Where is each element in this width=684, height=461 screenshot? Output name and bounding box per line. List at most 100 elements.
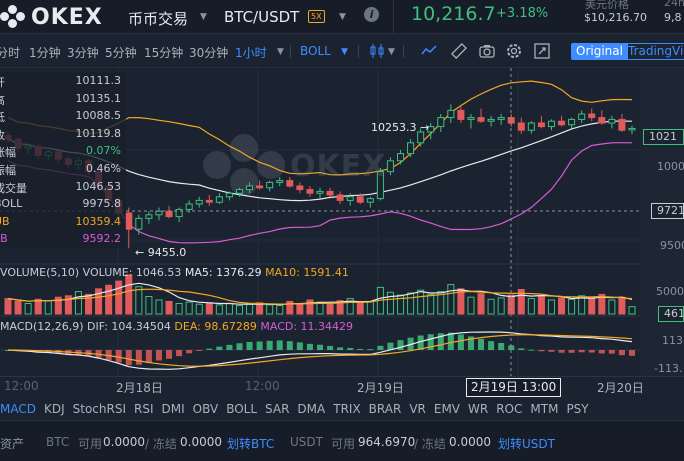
kline-chart[interactable] [0, 68, 684, 376]
volume-bar [165, 300, 173, 315]
time-axis: 12:00 2月18日 12:00 2月19日 2月20日 2月19日 13:0… [0, 376, 684, 398]
macd-histogram-bar [226, 344, 233, 350]
indicator-tab[interactable]: BRAR [368, 402, 402, 416]
ohlc-key: BOLL [0, 197, 23, 211]
volume-bar [14, 300, 22, 315]
pair-selector[interactable]: BTC/USDT [224, 8, 300, 26]
candles [4, 104, 636, 249]
ohlc-row: UB 10359.4 [0, 213, 126, 231]
interval-1m[interactable]: 1分钟 [29, 46, 61, 60]
macd-histogram-bar [628, 350, 636, 356]
interval-15m[interactable]: 15分钟 [144, 46, 184, 60]
macd-histogram-bar [437, 333, 444, 350]
interval-1h[interactable]: 1小时 [235, 46, 267, 60]
chart-type-dropdown-icon[interactable]: ▼ [388, 47, 395, 57]
indicator-tab[interactable]: MACD [0, 402, 36, 416]
indicator-dropdown-icon[interactable]: ▼ [341, 47, 348, 57]
indicator-tab[interactable]: DMA [297, 402, 326, 416]
macd-histogram-bar [397, 340, 404, 350]
ohlc-value: 9975.8 [82, 197, 122, 211]
macd-histogram-bar [286, 341, 293, 350]
transfer-usdt-link[interactable]: 划转USDT [498, 437, 555, 451]
indicator-tab[interactable]: SAR [265, 402, 290, 416]
candle-body [457, 109, 465, 120]
interval-tick[interactable]: 分时 [0, 46, 21, 60]
volume-legend-title: VOLUME(5,10) [0, 266, 80, 279]
ohlc-row: 成交量 1046.53 [0, 178, 126, 196]
okex-logo[interactable]: OKEX [0, 0, 103, 34]
candle-body [135, 217, 143, 230]
usdt-available-label: 可用 [331, 437, 356, 451]
macd-histogram-bar [135, 350, 142, 365]
indicator-tab[interactable]: KDJ [43, 402, 65, 416]
volume-bar [517, 289, 525, 315]
macd-histogram-bar [467, 336, 474, 350]
ruler-icon[interactable] [450, 42, 468, 60]
interval-5m[interactable]: 5分钟 [105, 46, 137, 60]
view-tradingview-button[interactable]: TradingView [624, 43, 684, 60]
candlestick-type-icon[interactable] [368, 42, 386, 60]
indicator-tab[interactable]: VR [409, 402, 426, 416]
macd-histogram-bar [276, 340, 283, 350]
candle-body [417, 131, 425, 144]
indicator-tab[interactable]: RSI [134, 402, 154, 416]
candle-body [396, 153, 405, 162]
volume-bar [276, 305, 284, 315]
candle-body [386, 160, 394, 173]
candle-body [125, 212, 133, 230]
indicator-tab[interactable]: DMI [161, 402, 185, 416]
candle-body [205, 199, 213, 203]
interval-dropdown-icon[interactable]: ▼ [277, 47, 284, 57]
macd-histogram-bar [387, 342, 394, 350]
candle-body [568, 118, 576, 126]
fullscreen-icon[interactable] [533, 42, 551, 60]
indicator-tab[interactable]: StochRSI [72, 402, 127, 416]
interval-3m[interactable]: 3分钟 [67, 46, 99, 60]
macd-histogram-bar [618, 350, 625, 356]
macd-histogram-bar [498, 342, 505, 350]
candle-body [336, 194, 344, 201]
indicator-tab[interactable]: ROC [496, 402, 523, 416]
nav-dropdown-icon[interactable]: ▼ [200, 12, 207, 22]
candle-body [497, 117, 505, 120]
usd-price-label: 美元价格 [585, 0, 629, 11]
indicator-tab[interactable]: WR [468, 402, 489, 416]
candle-body [356, 196, 364, 203]
trendline-icon[interactable] [420, 42, 438, 60]
macd-histogram-bar [155, 350, 162, 361]
volume-bar [115, 280, 123, 315]
volume-bar [125, 274, 133, 315]
high-annotation: 10253.3 → [371, 121, 430, 134]
usdt-label: USDT [290, 435, 323, 449]
candle-body [628, 127, 636, 131]
candle-body [246, 185, 254, 191]
volume-bar [417, 289, 425, 315]
candle-body [256, 185, 264, 189]
indicator-tab[interactable]: TRIX [333, 402, 361, 416]
pair-dropdown-icon[interactable]: ▼ [339, 12, 346, 22]
settings-gear-icon[interactable] [505, 42, 523, 60]
toolbar-divider [403, 45, 404, 58]
assets-bar: 资产 BTC 可用 0.0000 / 冻结 0.0000 划转BTC USDT … [0, 420, 684, 461]
candle-body [437, 117, 445, 128]
indicator-boll[interactable]: BOLL [300, 44, 331, 58]
indicator-tab[interactable]: MTM [530, 402, 559, 416]
indicator-tab[interactable]: OBV [192, 402, 219, 416]
price-axis-bg [640, 68, 684, 376]
chart-toolbar: 分时 1分钟 3分钟 5分钟 15分钟 30分钟 1小时 ▼ BOLL ▼ ▼ … [0, 34, 684, 68]
volume-bar [105, 284, 113, 315]
chart-area[interactable]: OKEX [0, 68, 684, 376]
macd-histogram-bar [166, 350, 173, 359]
macd-legend-title: MACD(12,26,9) [0, 320, 84, 333]
volume-bar [326, 303, 334, 315]
view-original-button[interactable]: Original [571, 43, 628, 60]
camera-icon[interactable] [478, 42, 496, 60]
indicator-tab[interactable]: BOLL [226, 402, 258, 416]
nav-spot-trading[interactable]: 币币交易 [128, 10, 189, 28]
indicator-tab[interactable]: PSY [566, 402, 589, 416]
interval-30m[interactable]: 30分钟 [189, 46, 229, 60]
transfer-btc-link[interactable]: 划转BTC [227, 437, 275, 451]
indicator-tab[interactable]: EMV [433, 402, 461, 416]
macd-histogram-bar [578, 350, 585, 353]
info-icon[interactable]: i [364, 7, 379, 22]
